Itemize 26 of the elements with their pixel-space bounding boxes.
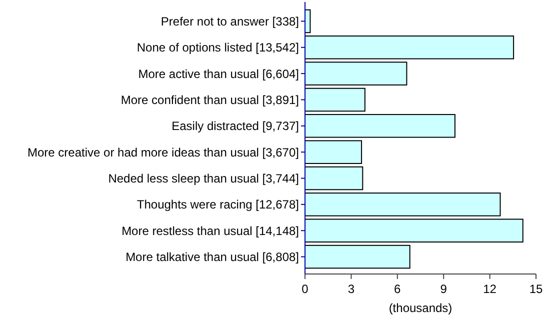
- bar: [304, 114, 456, 138]
- bar: [304, 218, 524, 242]
- y-tick-label: More active than usual [6,604]: [138, 66, 299, 81]
- bar: [304, 192, 501, 216]
- x-tick-label: 9: [440, 282, 448, 296]
- x-tick-label: 0: [302, 282, 309, 296]
- x-tick-label: 12: [483, 282, 497, 296]
- bar: [304, 62, 408, 86]
- y-tick-label: More creative or had more ideas than usual [3,670]: [28, 145, 299, 160]
- x-tick-label: 3: [348, 282, 355, 296]
- x-axis-title: (thousands): [388, 301, 452, 315]
- x-tick-label: 6: [394, 282, 402, 296]
- bar: [304, 36, 514, 60]
- y-tick-label: Neded less sleep than usual [3,744]: [108, 171, 299, 186]
- bar: [304, 166, 364, 190]
- y-tick-label: Prefer not to answer [338]: [160, 14, 299, 28]
- y-tick-label: More confident than usual [3,891]: [120, 92, 299, 107]
- y-tick-label: Easily distracted [9,737]: [172, 119, 299, 134]
- bar: [304, 140, 362, 164]
- y-tick-label: None of options listed [13,542]: [136, 40, 299, 55]
- y-tick-label: More restless than usual [14,148]: [122, 224, 299, 238]
- x-tick-label: 15: [529, 282, 543, 296]
- y-tick-label: More talkative than usual [6,808]: [126, 250, 299, 264]
- bar: [304, 244, 410, 269]
- y-tick-label: Thoughts were racing [12,678]: [136, 198, 299, 212]
- bar: [304, 88, 366, 112]
